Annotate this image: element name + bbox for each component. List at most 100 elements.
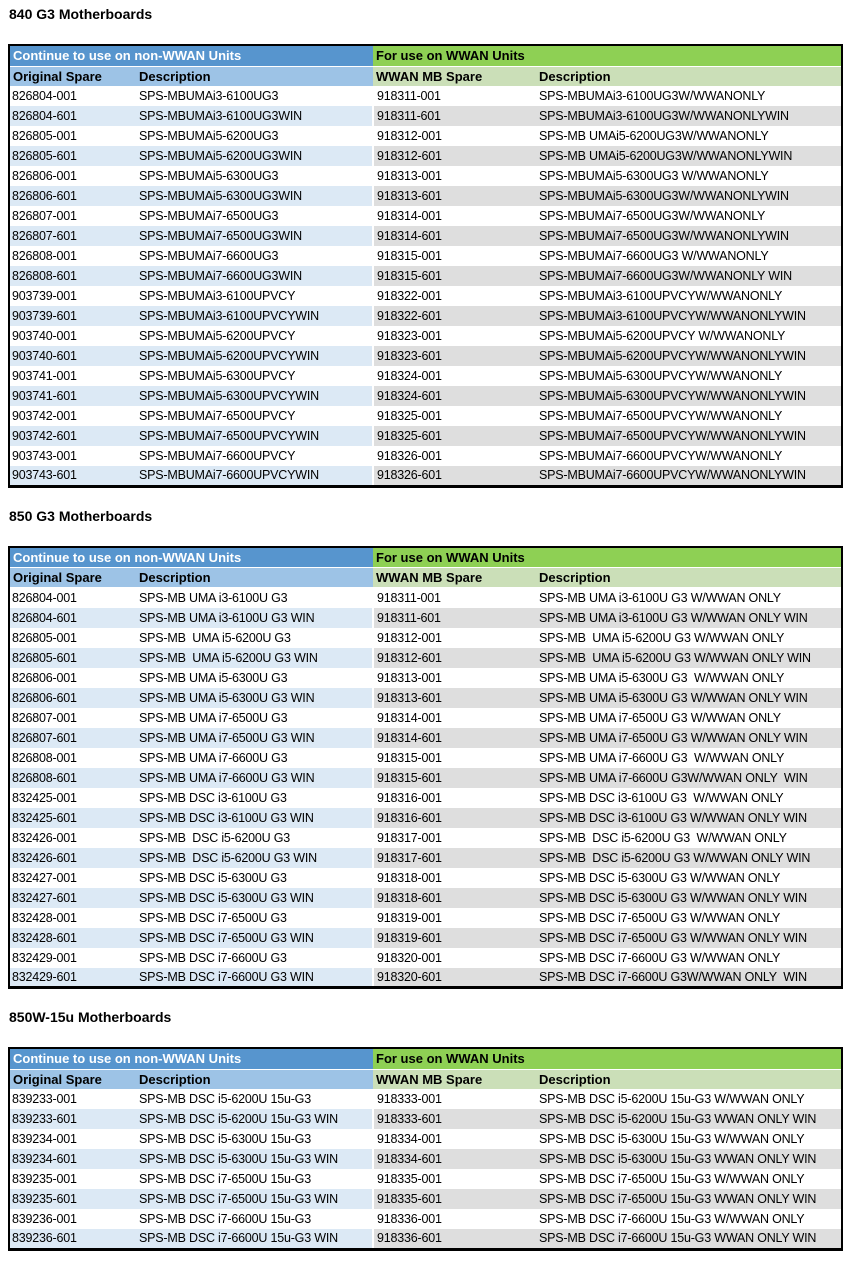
original-spare-cell: 832425-601 bbox=[9, 807, 136, 828]
description-cell: SPS-MB DSC i7-6600U G3 WIN bbox=[136, 967, 373, 988]
wwan-description-cell: SPS-MB UMA i7-6600U G3 W/WWAN ONLY bbox=[539, 750, 785, 765]
wwan-spare-cell: 918315-001 bbox=[372, 246, 536, 266]
column-header-description: Description bbox=[136, 66, 373, 87]
column-header-original-spare: Original Spare bbox=[9, 567, 136, 588]
table-body-850-g3: 826804-001 SPS-MB UMA i3-6100U G3 918311-0… bbox=[9, 587, 842, 988]
description-cell: SPS-MB DSC i5-6200U 15u-G3 WIN bbox=[136, 1109, 373, 1129]
column-header-row: Original Spare Description WWAN MB Spare… bbox=[9, 66, 842, 87]
wwan-spare-cell: 918318-601 bbox=[372, 887, 536, 908]
description-cell: SPS-MB UMA i7-6600U G3 bbox=[139, 750, 288, 765]
wwan-description-cell: SPS-MB DSC i5-6200U G3 W/WWAN ONLY bbox=[539, 830, 787, 845]
original-spare-cell: 839234-001 bbox=[12, 1132, 77, 1146]
description-cell: SPS-MBUMAi5-6300UG3WIN bbox=[136, 186, 373, 206]
wwan-spare-cell: 918326-001 bbox=[372, 446, 536, 466]
original-spare-cell: 903742-601 bbox=[9, 426, 136, 446]
description-cell: SPS-MB DSC i3-6100U G3 WIN bbox=[136, 807, 373, 828]
wwan-spare-cell: 918325-601 bbox=[372, 426, 536, 446]
wwan-description-cell: SPS-MBUMAi7-6500UPVCYW/WWANONLY bbox=[539, 409, 783, 423]
table-row: 832425-001 SPS-MB DSC i3-6100U G3 918316-0… bbox=[9, 787, 842, 808]
original-spare-cell: 826804-601 bbox=[9, 607, 136, 628]
wwan-spare-cell: 918319-001 bbox=[372, 907, 536, 928]
wwan-spare-cell: 918322-601 bbox=[372, 306, 536, 326]
wwan-description-cell: SPS-MB UMA i5-6300U G3 W/WWAN ONLY WIN bbox=[536, 687, 842, 708]
table-row: 826804-001 SPS-MBUMAi3-6100UG3 918311-001 S… bbox=[9, 86, 842, 106]
original-spare-cell: 903740-001 bbox=[12, 329, 77, 343]
description-cell: SPS-MBUMAi3-6100UPVCY bbox=[139, 289, 296, 303]
table-row: 903739-001 SPS-MBUMAi3-6100UPVCY 918322-00… bbox=[9, 286, 842, 306]
table-row: 826805-601 SPS-MBUMAi5-6200UG3WIN 918312-6… bbox=[9, 146, 842, 166]
description-cell: SPS-MB UMA i7-6500U G3 WIN bbox=[136, 727, 373, 748]
description-cell: SPS-MB DSC i7-6600U G3 bbox=[139, 950, 287, 965]
wwan-spare-cell: 918323-001 bbox=[372, 326, 536, 346]
original-spare-cell: 903742-001 bbox=[12, 409, 77, 423]
wwan-spare-cell: 918318-001 bbox=[372, 867, 536, 888]
wwan-description-cell: SPS-MB DSC i5-6300U G3 W/WWAN ONLY WIN bbox=[536, 887, 842, 908]
table-row: 832428-601 SPS-MB DSC i7-6500U G3 WIN 9183… bbox=[9, 927, 842, 948]
wwan-description-cell: SPS-MB DSC i7-6500U G3 W/WWAN ONLY bbox=[539, 910, 781, 925]
description-cell: SPS-MBUMAi7-6500UG3WIN bbox=[136, 226, 373, 246]
description-cell: SPS-MB DSC i5-6200U G3 bbox=[139, 830, 291, 845]
description-cell: SPS-MBUMAi7-6500UG3 bbox=[139, 209, 279, 223]
original-spare-cell: 826806-601 bbox=[9, 687, 136, 708]
table-row: 839236-601 SPS-MB DSC i7-6600U 15u-G3 WIN… bbox=[9, 1229, 842, 1249]
description-cell: SPS-MB DSC i5-6300U 15u-G3 bbox=[139, 1132, 311, 1146]
table-row: 903743-001 SPS-MBUMAi7-6600UPVCY 918326-00… bbox=[9, 446, 842, 466]
original-spare-cell: 826805-001 bbox=[12, 129, 77, 143]
table-body-840-g3: 826804-001 SPS-MBUMAi3-6100UG3 918311-001 S… bbox=[9, 86, 842, 486]
wwan-spare-cell: 918336-001 bbox=[372, 1209, 536, 1229]
wwan-spare-cell: 918314-601 bbox=[372, 226, 536, 246]
table-row: 832427-601 SPS-MB DSC i5-6300U G3 WIN 9183… bbox=[9, 887, 842, 908]
description-cell: SPS-MB DSC i5-6200U G3 WIN bbox=[136, 847, 373, 868]
original-spare-cell: 839235-001 bbox=[12, 1172, 77, 1186]
wwan-spare-cell: 918334-601 bbox=[372, 1149, 536, 1169]
original-spare-cell: 826805-601 bbox=[9, 647, 136, 668]
wwan-description-cell: SPS-MBUMAi7-6500UG3W/WWANONLY bbox=[539, 209, 766, 223]
table-row: 826806-601 SPS-MBUMAi5-6300UG3WIN 918313-6… bbox=[9, 186, 842, 206]
wwan-description-cell: SPS-MBUMAi7-6500UPVCYW/WWANONLYWIN bbox=[536, 426, 842, 446]
description-cell: SPS-MB UMA i5-6200U G3 bbox=[139, 630, 291, 645]
section-title-840-g3: 840 G3 Motherboards bbox=[9, 6, 153, 22]
wwan-description-cell: SPS-MBUMAi5-6300UPVCYW/WWANONLYWIN bbox=[536, 386, 842, 406]
spares-table-850-g3: Continue to use on non-WWAN Units For us… bbox=[8, 545, 843, 989]
description-cell: SPS-MBUMAi3-6100UPVCYWIN bbox=[136, 306, 373, 326]
original-spare-cell: 826807-001 bbox=[12, 710, 77, 725]
original-spare-cell: 839236-601 bbox=[9, 1229, 136, 1249]
column-header-original-spare: Original Spare bbox=[9, 66, 136, 87]
table-row: 903743-601 SPS-MBUMAi7-6600UPVCYWIN 918326… bbox=[9, 466, 842, 486]
wwan-spare-cell: 918317-601 bbox=[372, 847, 536, 868]
table-row: 826806-001 SPS-MB UMA i5-6300U G3 918313-0… bbox=[9, 667, 842, 688]
wwan-spare-cell: 918324-001 bbox=[372, 366, 536, 386]
group-header-nonwwan: Continue to use on non-WWAN Units bbox=[9, 546, 373, 568]
wwan-description-cell: SPS-MB DSC i7-6600U G3W/WWAN ONLY WIN bbox=[536, 967, 842, 988]
column-header-description-wwan: Description bbox=[536, 567, 842, 588]
description-cell: SPS-MB DSC i7-6500U 15u-G3 bbox=[139, 1172, 311, 1186]
column-header-description: Description bbox=[136, 1069, 373, 1090]
wwan-spare-cell: 918312-001 bbox=[372, 627, 536, 648]
group-header-row: Continue to use on non-WWAN Units For us… bbox=[9, 546, 842, 568]
wwan-description-cell: SPS-MB UMA i3-6100U G3 W/WWAN ONLY WIN bbox=[536, 607, 842, 628]
original-spare-cell: 826808-601 bbox=[9, 767, 136, 788]
table-row: 832426-001 SPS-MB DSC i5-6200U G3 918317-0… bbox=[9, 827, 842, 848]
original-spare-cell: 826807-601 bbox=[9, 226, 136, 246]
description-cell: SPS-MBUMAi3-6100UG3WIN bbox=[136, 106, 373, 126]
original-spare-cell: 839233-601 bbox=[9, 1109, 136, 1129]
wwan-description-cell: SPS-MB DSC i7-6600U 15u-G3 WWAN ONLY WIN bbox=[536, 1229, 842, 1249]
group-header-row: Continue to use on non-WWAN Units For us… bbox=[9, 45, 842, 67]
wwan-spare-cell: 918315-601 bbox=[372, 266, 536, 286]
wwan-spare-cell: 918314-601 bbox=[372, 727, 536, 748]
table-body-850w-15u: 839233-001 SPS-MB DSC i5-6200U 15u-G3 9183… bbox=[9, 1089, 842, 1249]
table-row: 832429-601 SPS-MB DSC i7-6600U G3 WIN 9183… bbox=[9, 967, 842, 988]
table-row: 903741-601 SPS-MBUMAi5-6300UPVCYWIN 918324… bbox=[9, 386, 842, 406]
wwan-spare-cell: 918316-001 bbox=[372, 787, 536, 808]
wwan-spare-cell: 918322-001 bbox=[372, 286, 536, 306]
wwan-spare-cell: 918336-601 bbox=[372, 1229, 536, 1249]
original-spare-cell: 832429-601 bbox=[9, 967, 136, 988]
description-cell: SPS-MB UMA i7-6500U G3 bbox=[139, 710, 288, 725]
wwan-spare-cell: 918320-001 bbox=[372, 947, 536, 968]
original-spare-cell: 826808-001 bbox=[12, 750, 77, 765]
original-spare-cell: 826808-001 bbox=[12, 249, 77, 263]
table-row: 826806-001 SPS-MBUMAi5-6300UG3 918313-001 S… bbox=[9, 166, 842, 186]
wwan-description-cell: SPS-MB UMA i7-6500U G3 W/WWAN ONLY bbox=[539, 710, 781, 725]
wwan-spare-cell: 918316-601 bbox=[372, 807, 536, 828]
table-row: 839234-601 SPS-MB DSC i5-6300U 15u-G3 WIN… bbox=[9, 1149, 842, 1169]
